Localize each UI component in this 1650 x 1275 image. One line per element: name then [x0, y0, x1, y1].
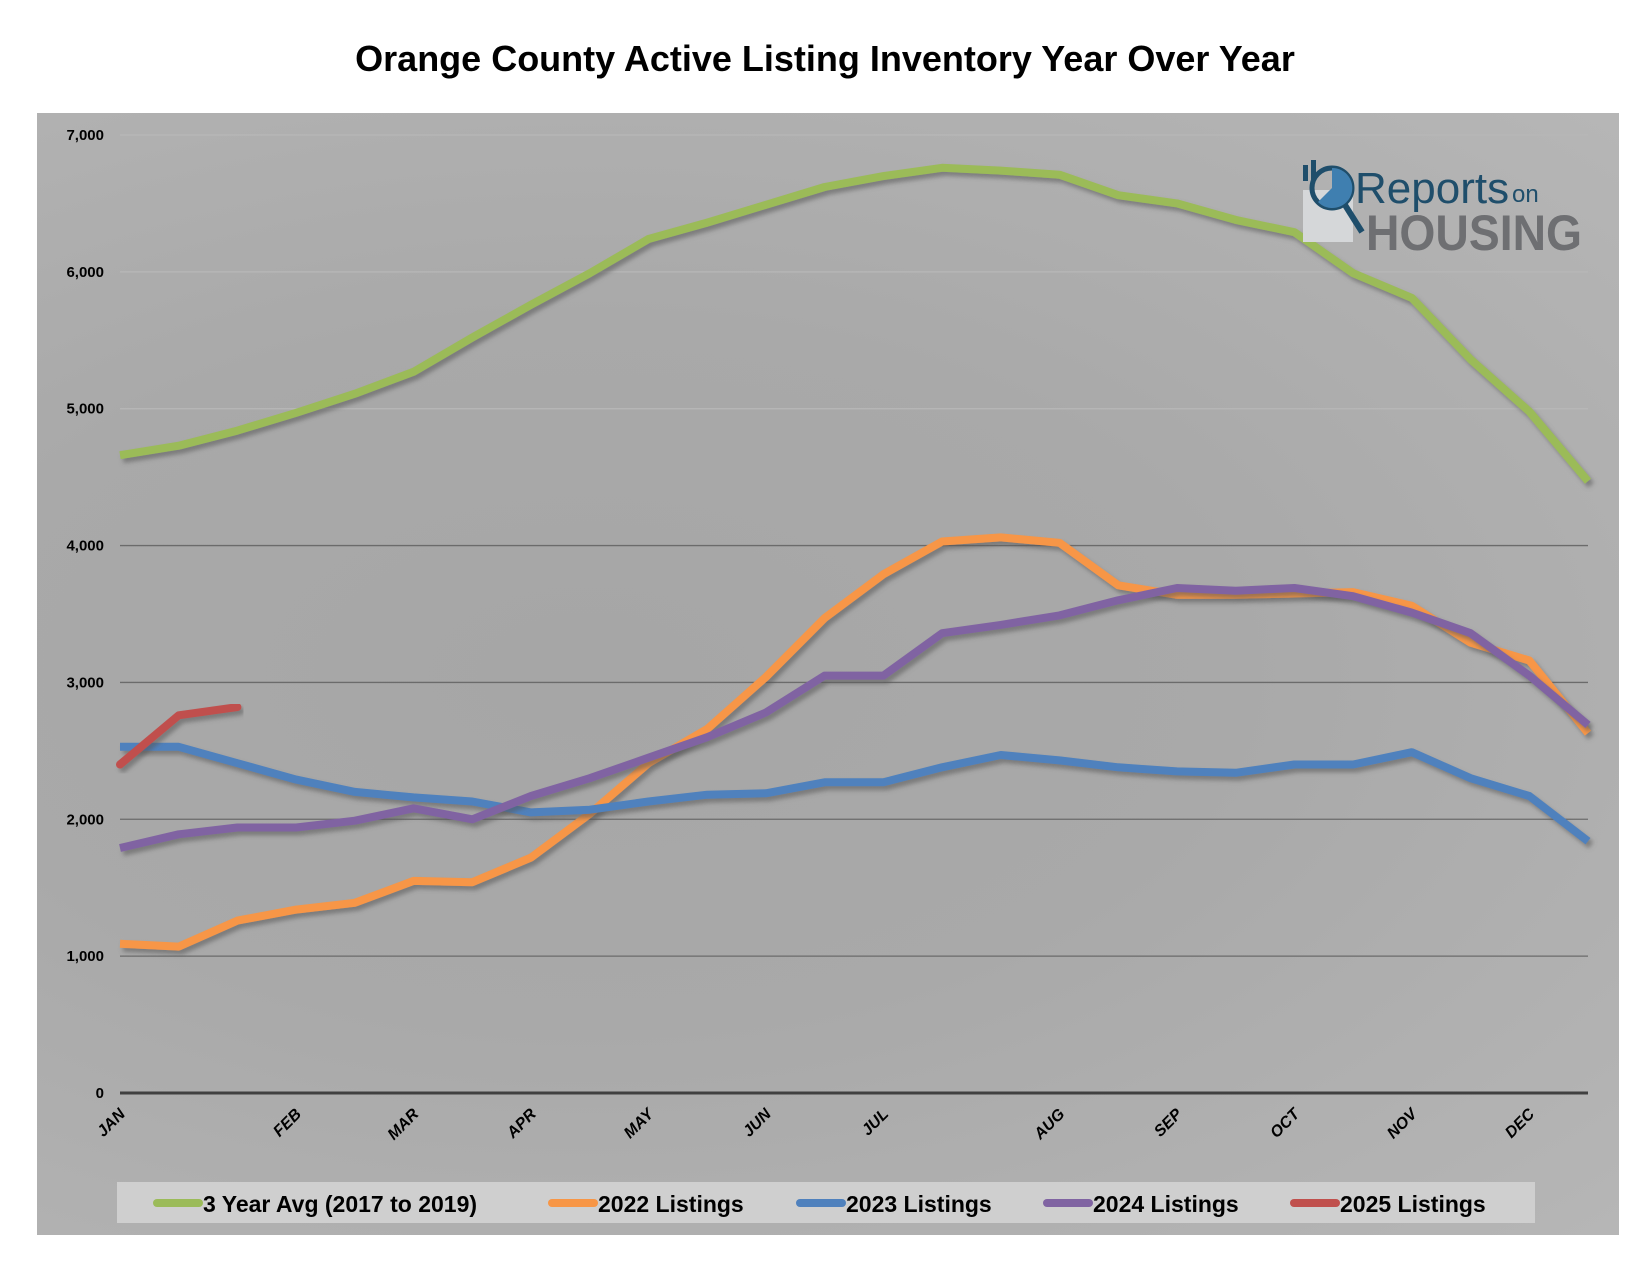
y-tick-label: 2,000 [66, 811, 104, 828]
chart-title: Orange County Active Listing Inventory Y… [355, 38, 1295, 79]
series-line-5 [116, 703, 242, 769]
legend-label: 3 Year Avg (2017 to 2019) [203, 1191, 477, 1217]
x-tick-label: NOV [1384, 1105, 1421, 1142]
legend-label: 2024 Listings [1093, 1191, 1239, 1217]
x-axis: JAN FEB MAR APR MAY JUN JUL AUG SEP OCT NOV DEC [94, 1105, 1538, 1144]
logo-bar-icon [1311, 160, 1316, 181]
legend: 3 Year Avg (2017 to 2019) 2022 Listings 20… [117, 1182, 1535, 1223]
x-tick-label: APR [503, 1105, 540, 1142]
y-tick-label: 6,000 [66, 264, 104, 281]
x-tick-label: JAN [94, 1105, 129, 1140]
y-tick-label: 0 [96, 1085, 104, 1102]
x-tick-label: JUL [859, 1106, 892, 1139]
x-tick-label: OCT [1267, 1105, 1304, 1142]
x-tick-label: AUG [1030, 1106, 1068, 1144]
logo-reports-text: Reports [1355, 164, 1509, 213]
x-tick-label: MAY [621, 1105, 658, 1142]
y-axis: 0 1,000 2,000 3,000 4,000 5,000 6,000 7,000 [66, 127, 104, 1102]
y-tick-label: 7,000 [66, 127, 104, 144]
x-tick-label: DEC [1502, 1105, 1538, 1141]
series-line-4 [119, 584, 1591, 852]
series-lines [116, 163, 1592, 951]
x-tick-label: MAR [385, 1105, 423, 1143]
logo-bar-icon [1303, 165, 1308, 181]
legend-label: 2022 Listings [598, 1191, 744, 1217]
logo: Reports on HOUSING [1303, 160, 1582, 261]
logo-housing-text: HOUSING [1366, 205, 1582, 261]
gridlines [120, 134, 1588, 1095]
y-tick-label: 1,000 [66, 948, 104, 965]
magnifier-handle-icon [1342, 203, 1365, 234]
series-line-3 [120, 742, 1591, 845]
logo-on-text: on [1512, 181, 1539, 208]
y-tick-label: 5,000 [66, 401, 104, 418]
series-line-1 [119, 163, 1592, 484]
y-tick-label: 3,000 [66, 674, 104, 691]
pie-icon [1318, 167, 1353, 208]
x-tick-label: FEB [270, 1106, 305, 1141]
x-tick-label: JUN [740, 1105, 775, 1140]
x-tick-label: SEP [1151, 1106, 1186, 1141]
y-tick-label: 4,000 [66, 538, 104, 555]
legend-label: 2025 Listings [1340, 1191, 1486, 1217]
legend-label: 2023 Listings [846, 1191, 992, 1217]
